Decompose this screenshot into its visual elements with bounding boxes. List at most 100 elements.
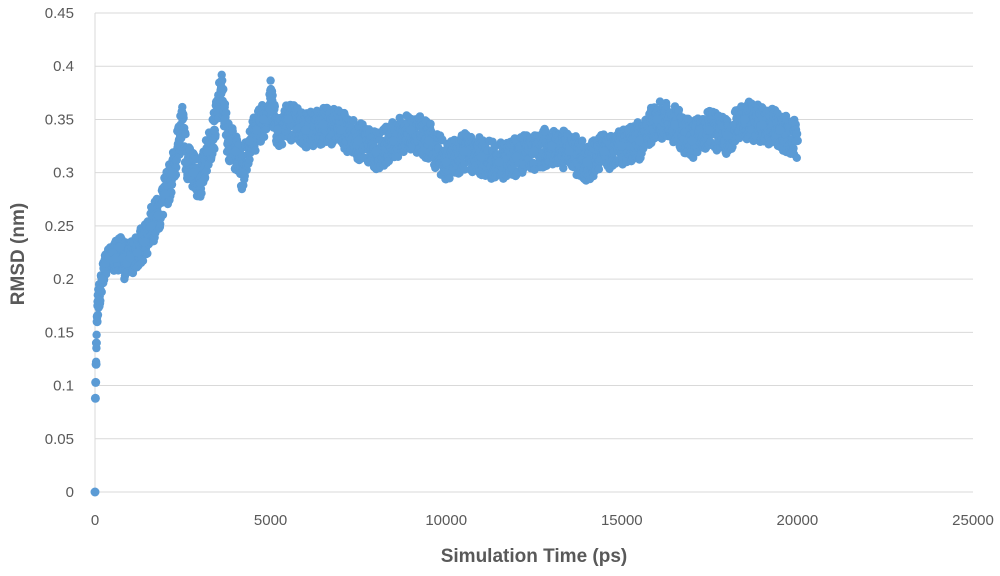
data-point [259,114,269,124]
data-point [424,136,434,146]
data-point [547,141,557,151]
y-tick-label: 0.15 [45,324,74,341]
data-point [91,338,101,348]
data-point [353,136,363,146]
data-point [687,136,697,146]
data-point [139,237,149,247]
y-tick-label: 0.45 [45,5,74,22]
scatter-point [693,148,702,157]
data-point [231,146,240,156]
scatter-point [270,102,279,111]
scatter-point [197,189,206,198]
data-point [125,253,135,263]
scatter-point [138,256,148,265]
x-tick-label: 10000 [425,512,467,529]
data-point [178,109,188,119]
scatter-point [167,180,177,189]
data-point [494,157,504,167]
y-tick-label: 0.2 [53,271,74,288]
scatter-point [93,310,103,319]
data-point [283,114,293,124]
data-point [209,125,219,135]
data-point [132,248,142,257]
data-point [273,125,283,135]
scatter-point [220,99,230,109]
data-point [115,242,125,252]
data-point [92,317,102,327]
data-point [245,136,254,146]
data-point [202,146,212,156]
data-point [252,125,262,135]
scatter-point [747,125,756,134]
scatter-point [259,132,269,142]
data-point [90,393,100,403]
scatter-point [792,129,802,139]
data-point [775,125,785,135]
y-tick-label: 0 [66,484,74,501]
data-point [757,120,767,130]
x-tick-label: 20000 [777,512,819,529]
data-point [634,136,644,146]
y-tick-label: 0.25 [45,218,74,235]
y-axis-title: RMSD (nm) [8,203,29,305]
scatter-point [393,152,403,161]
data-point [652,114,662,124]
data-point [670,120,679,130]
scatter-point [210,144,219,154]
data-point [599,146,609,156]
data-point [111,253,121,263]
data-point [146,221,156,231]
data-point [181,157,191,167]
data-point [195,178,205,188]
data-point [792,136,802,146]
y-tick-label: 0.1 [53,378,74,395]
scatter-point [792,153,801,162]
scatter-point [261,125,271,134]
y-tick-label: 0.3 [53,165,74,182]
scatter-point [245,155,254,164]
data-point [722,130,732,140]
scatter-point [251,146,260,155]
gridlines [95,12,973,493]
data-point [318,120,328,130]
scatter-point [571,132,580,141]
scatter-point [559,163,568,173]
y-tick-label: 0.05 [45,431,74,448]
data-point [91,359,101,369]
data-point [160,189,170,199]
x-tick-label: 15000 [601,512,643,529]
scatter-point [218,76,227,85]
x-axis-title: Simulation Time (ps) [441,546,628,567]
scatter-point [674,105,684,115]
data-point [174,136,184,146]
data-point [336,125,346,135]
scatter-point [594,165,604,174]
data-point [441,157,451,167]
scatter-point [445,174,454,183]
scatter-point [426,119,435,129]
data-point [529,146,539,156]
data-point [740,114,750,124]
data-point [91,377,101,387]
data-point [406,125,416,135]
data-point [153,210,163,220]
data-point [705,125,715,135]
tick-labels: 0 0.05 0.1 0.15 0.2 0.25 0.3 0.35 0.4 0.45 0 5000 10… [45,5,994,529]
data-point [97,274,107,284]
data-point [167,168,177,178]
scatter-point [143,249,152,258]
data-point [511,152,521,162]
data-point [238,168,247,178]
data-points [90,70,802,497]
scatter-point [460,165,469,174]
scatter-point [191,155,201,164]
y-tick-label: 0.4 [53,58,74,75]
scatter-point [181,130,190,139]
scatter-point [277,140,287,149]
data-point [301,125,311,135]
data-point [459,146,469,156]
data-point [371,146,381,156]
data-point [216,83,226,92]
scatter-point [178,102,187,112]
